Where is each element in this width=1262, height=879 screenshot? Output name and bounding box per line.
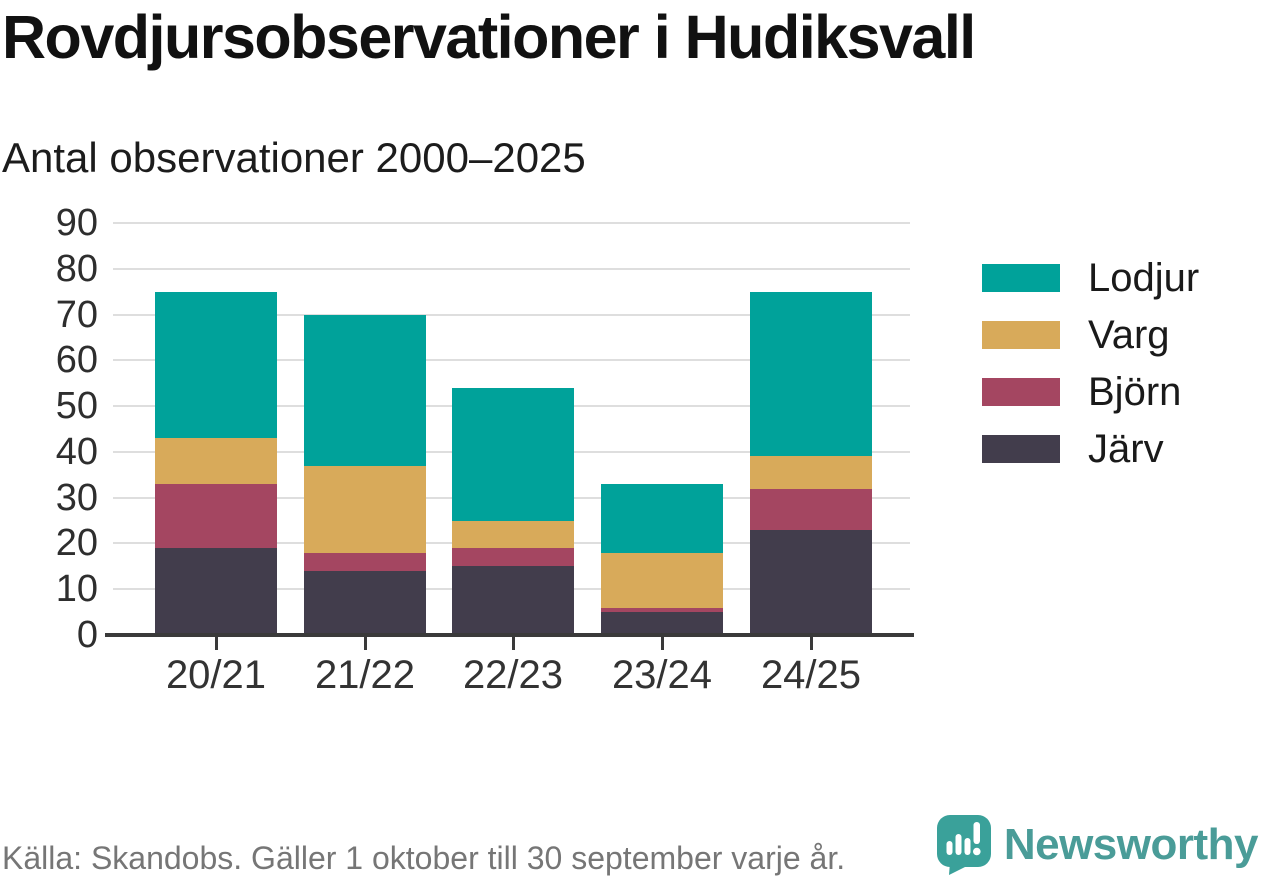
- stacked-bar-24-25: [750, 223, 872, 635]
- y-axis-tick-label: 20: [55, 522, 98, 565]
- legend-item-järv: Järv: [982, 429, 1199, 469]
- legend-item-varg: Varg: [982, 315, 1199, 355]
- bar-segment-varg-22-23: [452, 520, 574, 549]
- legend-label: Varg: [1088, 313, 1170, 357]
- y-axis-tick-label: 70: [55, 293, 98, 336]
- bar-segment-järv-23-24: [601, 612, 723, 635]
- x-axis-tick-label: 20/21: [165, 653, 267, 697]
- plot-area: 0 10 20 30 40 50 60 70 80 90 20/21 21/22 22/23 23/24 2…: [56, 204, 914, 695]
- legend: Lodjur Varg Björn Järv: [982, 258, 1199, 469]
- bar-segment-lodjur-22-23: [452, 387, 574, 521]
- y-axis-tick-label: 10: [55, 568, 98, 611]
- legend-swatch-järv: [982, 435, 1060, 463]
- bar-segment-björn-21-22: [304, 552, 426, 571]
- legend-label: Björn: [1088, 370, 1182, 414]
- bar-segment-järv-24-25: [750, 529, 872, 635]
- legend-swatch-varg: [982, 321, 1060, 349]
- bar-segment-björn-20-21: [155, 483, 277, 549]
- y-axis-tick-label: 0: [76, 614, 98, 656]
- x-axis-tick-label: 24/25: [760, 653, 862, 697]
- bar-segment-järv-20-21: [155, 548, 277, 635]
- stacked-bar-23-24: [601, 223, 723, 635]
- y-axis-tick-label: 30: [55, 476, 98, 519]
- bar-segment-lodjur-20-21: [155, 291, 277, 439]
- legend-label: Järv: [1088, 427, 1164, 471]
- stacked-bar-21-22: [304, 223, 426, 635]
- legend-swatch-björn: [982, 378, 1060, 406]
- bar-segment-järv-22-23: [452, 566, 574, 635]
- bar-segment-varg-21-22: [304, 465, 426, 553]
- legend-item-björn: Björn: [982, 372, 1199, 412]
- gridline-y80: [113, 267, 910, 270]
- bar-segment-lodjur-21-22: [304, 314, 426, 466]
- x-axis-tick: [511, 637, 515, 650]
- bar-segment-lodjur-24-25: [750, 291, 872, 457]
- legend-item-lodjur: Lodjur: [982, 258, 1199, 298]
- bar-segment-varg-20-21: [155, 438, 277, 484]
- x-axis-tick-label: 22/23: [462, 653, 564, 697]
- bar-chart-speech-bubble-icon: [936, 815, 991, 875]
- legend-label: Lodjur: [1088, 256, 1200, 300]
- y-axis-tick-label: 50: [55, 385, 98, 428]
- chart-subtitle: Antal observationer 2000–2025: [2, 134, 586, 181]
- newsworthy-logo-text: Newsworthy: [1003, 820, 1259, 869]
- gridline-y60: [113, 359, 910, 362]
- x-axis-tick-label: 21/22: [314, 653, 416, 697]
- x-axis-tick: [660, 637, 664, 650]
- bar-segment-varg-23-24: [601, 552, 723, 608]
- bar-segment-lodjur-23-24: [601, 483, 723, 553]
- legend-swatch-lodjur: [982, 264, 1060, 292]
- y-axis-tick-label: 80: [55, 247, 98, 290]
- x-axis-line: [105, 633, 914, 637]
- bar-segment-björn-24-25: [750, 488, 872, 530]
- x-axis-tick: [809, 637, 813, 650]
- bar-segment-björn-23-24: [601, 607, 723, 613]
- gridline-y90: [113, 222, 910, 224]
- x-axis-tick: [214, 637, 218, 650]
- bar-segment-järv-21-22: [304, 570, 426, 635]
- stacked-bar-22-23: [452, 223, 574, 635]
- source-note: Källa: Skandobs. Gäller 1 oktober till 3…: [2, 840, 846, 876]
- gridline-y70: [113, 313, 910, 316]
- stacked-bar-20-21: [155, 223, 277, 635]
- y-axis-tick-label: 60: [55, 339, 98, 382]
- chart-title: Rovdjursobservationer i Hudiksvall: [2, 3, 976, 71]
- bar-segment-björn-22-23: [452, 548, 574, 567]
- x-axis-tick: [363, 637, 367, 650]
- y-axis-tick-label: 40: [55, 430, 98, 473]
- bar-segment-varg-24-25: [750, 456, 872, 489]
- y-axis-tick-label: 90: [55, 202, 98, 244]
- newsworthy-logo[interactable]: Newsworthy: [936, 814, 1259, 876]
- x-axis-tick-label: 23/24: [611, 653, 713, 697]
